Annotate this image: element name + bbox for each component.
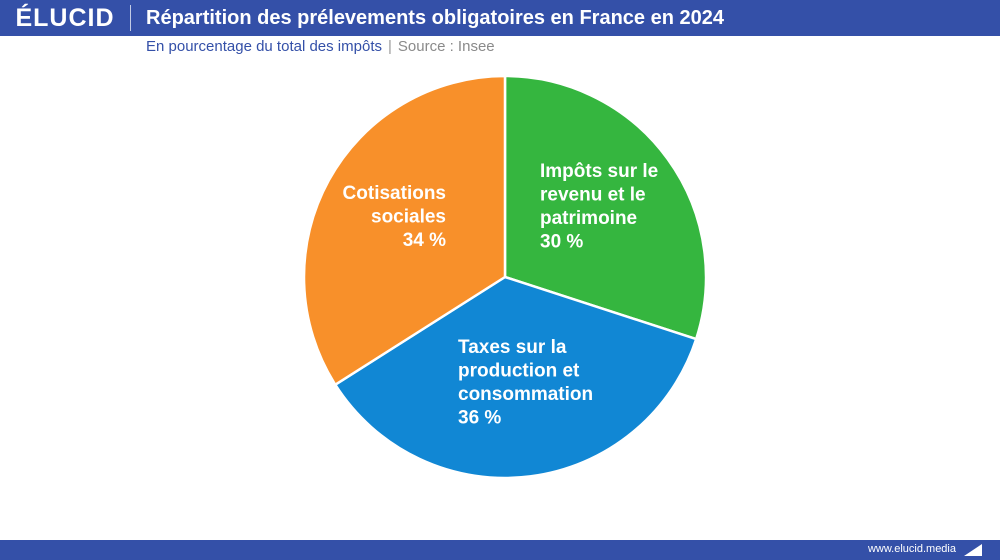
slice-category-label: revenu et le <box>540 185 646 206</box>
slice-label: Impôts sur le revenu et le patrimoine 30 % <box>540 161 658 253</box>
source-label: Source : Insee <box>397 38 495 55</box>
slice-category-label: consommation <box>458 384 593 405</box>
header-divider <box>130 5 131 31</box>
slice-value-label: 36 % <box>458 408 501 429</box>
elucid-logo: ÉLUCID <box>15 3 115 32</box>
slice-label: Taxes sur la production et consommation 36 … <box>458 337 593 429</box>
slice-category-label: sociales <box>371 207 446 228</box>
slice-label: Cotisations sociales 34 % <box>343 183 447 251</box>
slice-category-label: Cotisations <box>343 183 446 204</box>
slice-category-label: Impôts sur le <box>540 161 658 182</box>
slice-value-label: 30 % <box>540 232 583 253</box>
slice-value-label: 34 % <box>403 230 446 251</box>
pie-slice <box>503 74 708 341</box>
chart-title: Répartition des prélevements obligatoire… <box>146 6 724 29</box>
slice-category-label: patrimoine <box>540 208 637 229</box>
footer-url: www.elucid.media <box>867 543 956 555</box>
subtitle-separator: | <box>388 38 392 55</box>
footer-bar: www.elucid.media <box>0 540 1000 560</box>
slice-category-label: Taxes sur la <box>458 337 567 358</box>
pie-slice <box>333 275 698 480</box>
subtitle-text: En pourcentage du total des impôts <box>146 38 382 55</box>
header-bar: ÉLUCID Répartition des prélevements obli… <box>0 0 1000 36</box>
chart-subtitle: En pourcentage du total des impôts | Sourc… <box>146 38 495 55</box>
elucid-mark-icon <box>964 544 982 556</box>
pie-slice <box>302 74 507 387</box>
slice-category-label: production et <box>458 361 580 382</box>
